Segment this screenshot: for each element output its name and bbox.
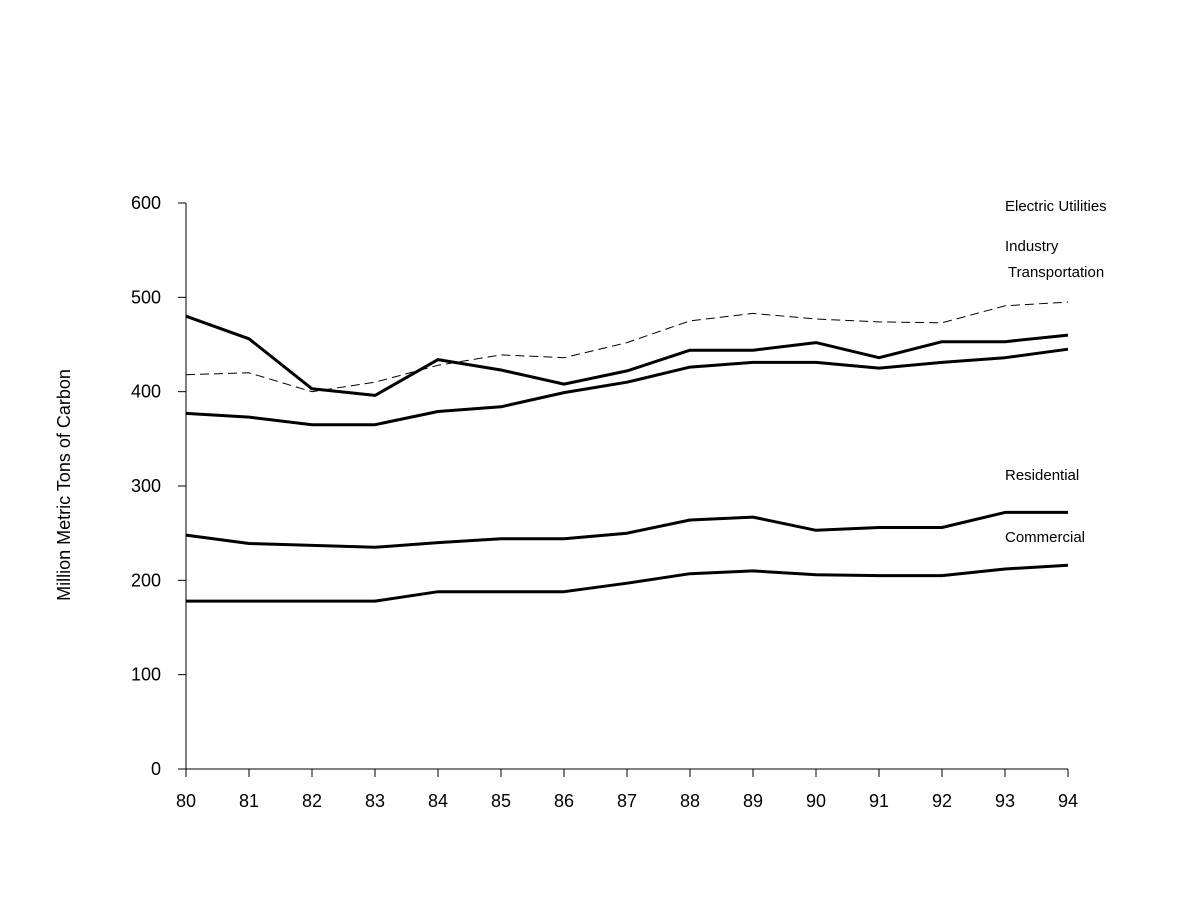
x-tick-label: 93 [995,791,1015,811]
transportation-line [185,347,1069,427]
x-tick-label: 86 [554,791,574,811]
x-tick-label: 82 [302,791,322,811]
y-axis-title: Million Metric Tons of Carbon [54,369,74,601]
x-tick-label: 85 [491,791,511,811]
commercial-line [186,563,1069,603]
commercial-label: Commercial [1005,529,1085,546]
x-tick-label: 87 [617,791,637,811]
y-tick-label: 0 [151,759,161,779]
x-tick-label: 84 [428,791,448,811]
x-tick-label: 92 [932,791,952,811]
x-tick-label: 80 [176,791,196,811]
residential-label: Residential [1005,467,1079,484]
y-tick-label: 600 [131,193,161,213]
series-lines [185,301,1069,603]
residential-line [185,510,1068,549]
x-tick-label: 89 [743,791,763,811]
y-tick-label: 100 [131,665,161,685]
y-tick-label: 400 [131,382,161,402]
y-tick-label: 200 [131,570,161,590]
x-tick-label: 90 [806,791,826,811]
y-tick-label: 300 [131,476,161,496]
electric-utilities-label: Electric Utilities [1005,198,1107,215]
x-tick-label: 94 [1058,791,1078,811]
y-tick-label: 500 [131,287,161,307]
industry-label: Industry [1005,238,1059,255]
electric-utilities-line [185,301,1069,393]
transportation-label: Transportation [1008,264,1104,281]
x-tick-label: 88 [680,791,700,811]
y-axis-ticks: 0 100 200 300 400 500 600 [131,193,186,779]
x-tick-label: 91 [869,791,889,811]
x-axis-ticks: 80 81 82 83 84 85 86 87 88 89 90 91 92 93 94 [176,769,1078,811]
series-labels: Electric Utilities Industry Transportation… [1005,198,1107,546]
x-tick-label: 83 [365,791,385,811]
industry-line [185,314,1069,397]
x-tick-label: 81 [239,791,259,811]
